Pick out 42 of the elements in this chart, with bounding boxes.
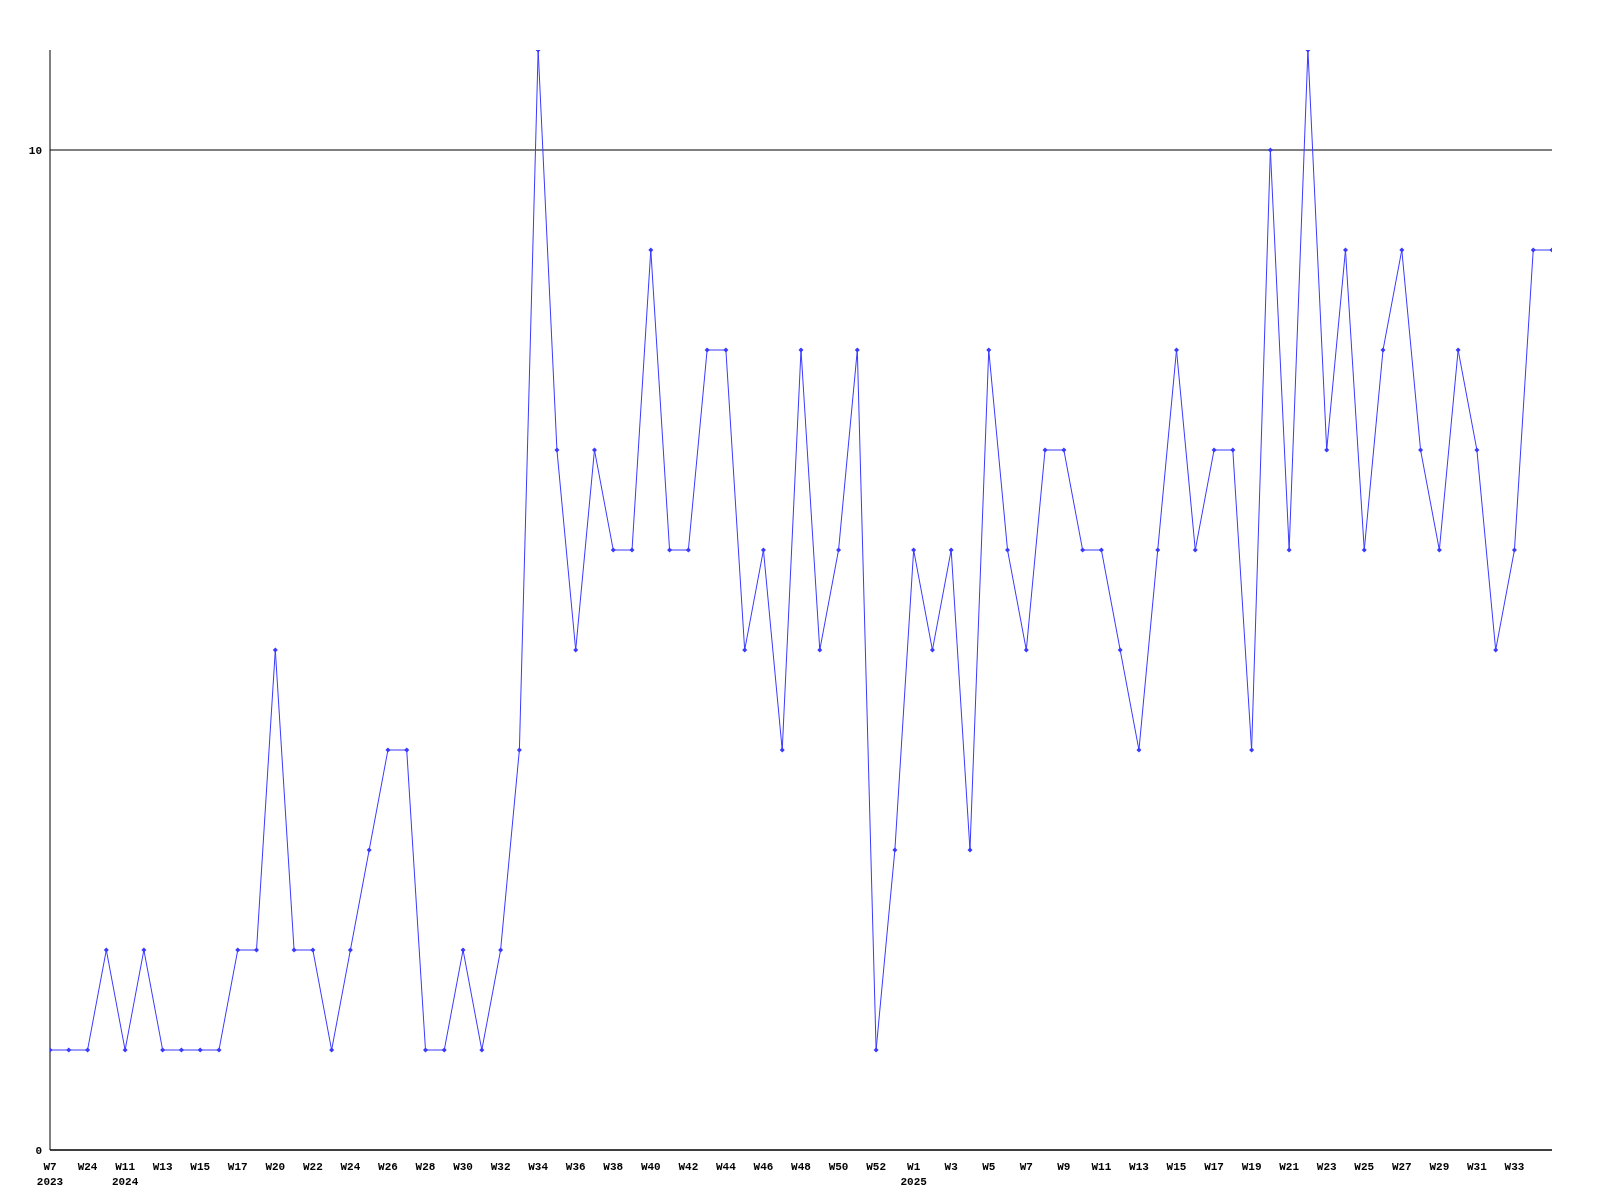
- x-tick-label: W11: [1091, 1161, 1112, 1173]
- x-tick-label: W23: [1316, 1161, 1337, 1173]
- x-tick-label: W50: [828, 1161, 849, 1173]
- x-tick-label: W33: [1504, 1161, 1525, 1173]
- x-tick-label: W11 2024: [111, 1161, 139, 1188]
- x-tick-label: W42: [678, 1161, 699, 1173]
- y-tick-label: 0: [35, 1144, 42, 1157]
- x-tick-label: W20: [265, 1161, 286, 1173]
- x-tick-label: W1 2025: [900, 1161, 928, 1188]
- x-tick-label: W7 2023: [36, 1161, 64, 1188]
- x-tick-label: W36: [565, 1161, 586, 1173]
- x-tick-label: W21: [1279, 1161, 1300, 1173]
- x-tick-label: W52: [866, 1161, 887, 1173]
- x-tick-label: W24: [77, 1161, 98, 1173]
- x-tick-label: W32: [490, 1161, 511, 1173]
- x-tick-label: W29: [1429, 1161, 1450, 1173]
- x-tick-label: W7: [1019, 1161, 1033, 1173]
- x-tick-label: W44: [715, 1161, 737, 1173]
- x-tick-label: W9: [1057, 1161, 1071, 1173]
- x-tick-label: W48: [791, 1161, 812, 1173]
- x-tick-label: W13: [1129, 1161, 1150, 1173]
- x-tick-label: W15: [1166, 1161, 1187, 1173]
- x-tick-label: W27: [1391, 1161, 1412, 1173]
- y-tick-label: 10: [28, 144, 42, 157]
- x-tick-label: W17: [227, 1161, 248, 1173]
- x-tick-label: W3: [944, 1161, 959, 1173]
- x-tick-label: W46: [753, 1161, 774, 1173]
- x-tick-label: W34: [528, 1161, 549, 1173]
- x-tick-label: W28: [415, 1161, 436, 1173]
- x-tick-label: W17: [1204, 1161, 1224, 1173]
- x-tick-label: W40: [640, 1161, 661, 1173]
- x-tick-label: W19: [1241, 1161, 1262, 1173]
- x-tick-label: W13: [152, 1161, 173, 1173]
- x-tick-label: W26: [378, 1161, 398, 1173]
- x-tick-label: W5: [982, 1161, 996, 1173]
- x-tick-label: W15: [190, 1161, 211, 1173]
- x-tick-label: W25: [1354, 1161, 1375, 1173]
- x-tick-label: W22: [302, 1161, 323, 1173]
- x-tick-label: W31: [1466, 1161, 1488, 1173]
- x-tick-label: W38: [603, 1161, 624, 1173]
- x-tick-label: W30: [453, 1161, 473, 1173]
- x-tick-label: W24: [340, 1161, 361, 1173]
